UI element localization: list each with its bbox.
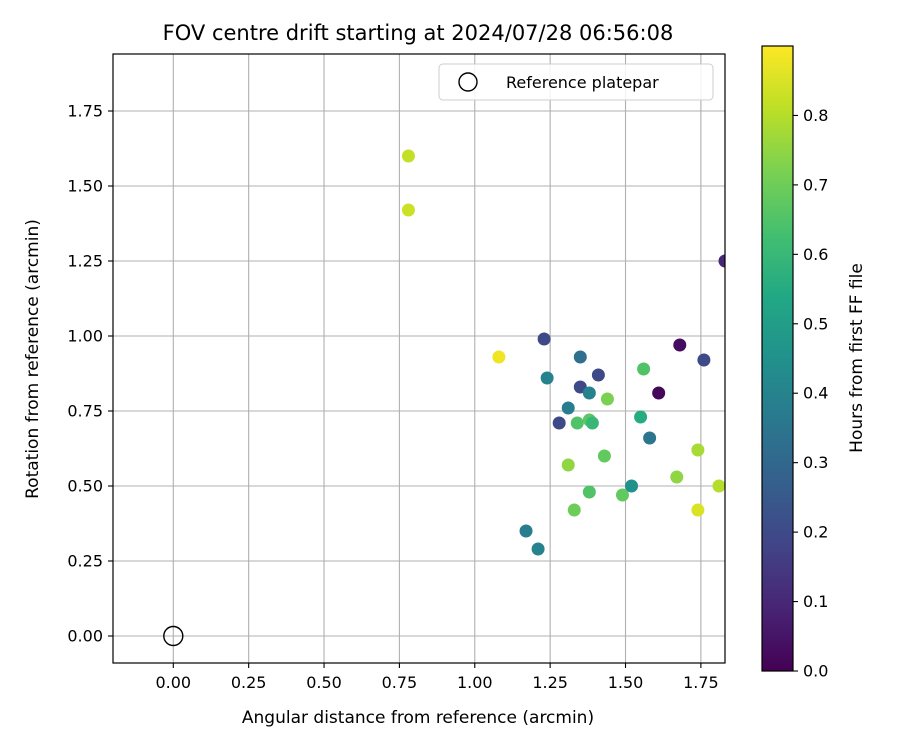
scatter-point <box>643 431 657 445</box>
scatter-point <box>573 350 587 364</box>
scatter-point <box>697 353 711 367</box>
x-axis-ticks: 0.00 0.25 0.50 0.75 1.00 1.25 1.50 1.75 <box>155 663 719 692</box>
colorbar-label: Hours from first FF file <box>847 263 867 453</box>
y-tick-label: 0.50 <box>67 477 103 496</box>
scatter-point <box>712 479 725 493</box>
colorbar-tick-label: 0.1 <box>803 592 828 611</box>
scatter-point <box>582 485 596 499</box>
y-tick-label: 0.00 <box>67 627 103 646</box>
scatter-point <box>552 416 566 430</box>
x-tick-label: 1.50 <box>608 673 644 692</box>
scatter-point <box>561 458 575 472</box>
scatter-point <box>540 371 554 385</box>
legend-marker-open-circle <box>458 72 478 92</box>
y-tick-label: 0.25 <box>67 552 103 571</box>
x-tick-label: 1.75 <box>683 673 719 692</box>
colorbar-tick-label: 0.7 <box>803 175 828 194</box>
scatter-point <box>492 350 506 364</box>
colorbar-tick-label: 0.2 <box>803 523 828 542</box>
scatter-point <box>567 503 581 517</box>
colorbar-tick-label: 0.4 <box>803 384 828 403</box>
colorbar-tick-label: 0.5 <box>803 314 828 333</box>
scatter-point <box>570 416 584 430</box>
scatter-point <box>652 386 666 400</box>
colorbar-gradient <box>762 46 793 671</box>
scatter-point <box>401 203 415 217</box>
x-tick-label: 0.25 <box>231 673 267 692</box>
reference-platepar-marker <box>163 625 184 647</box>
x-tick-label: 1.25 <box>532 673 568 692</box>
y-tick-label: 1.25 <box>67 252 103 271</box>
plot-frame <box>112 53 726 664</box>
colorbar-tick-label: 0.6 <box>803 245 828 264</box>
scatter-point <box>582 386 596 400</box>
scatter-point <box>401 149 415 163</box>
scatter-point <box>691 443 705 457</box>
y-tick-label: 1.00 <box>67 327 103 346</box>
scatter-point <box>585 416 599 430</box>
scatter-point <box>531 542 545 556</box>
legend: Reference platepar <box>438 63 714 101</box>
scatter-point <box>615 488 629 502</box>
x-tick-label: 0.50 <box>306 673 342 692</box>
x-tick-label: 0.00 <box>155 673 191 692</box>
y-axis-ticks: 0.00 0.25 0.50 0.75 1.00 1.25 1.50 1.75 <box>67 102 113 646</box>
scatter-point <box>591 368 605 382</box>
y-tick-label: 0.75 <box>67 402 103 421</box>
colorbar: 0.0 0.1 0.2 0.3 0.4 0.5 0.6 0.7 0.8 <box>761 45 828 681</box>
colorbar-tick-label: 0.0 <box>803 662 828 681</box>
scatter-point <box>637 362 651 376</box>
scatter-point <box>519 524 533 538</box>
x-axis-label: Angular distance from reference (arcmin) <box>242 708 594 728</box>
x-tick-label: 0.75 <box>382 673 418 692</box>
scatter-point <box>561 401 575 415</box>
scatter-points <box>401 149 725 556</box>
chart-title: FOV centre drift starting at 2024/07/28 … <box>163 21 674 45</box>
colorbar-tick-label: 0.3 <box>803 453 828 472</box>
colorbar-ticks: 0.0 0.1 0.2 0.3 0.4 0.5 0.6 0.7 0.8 <box>793 106 828 681</box>
grid <box>113 54 725 663</box>
scatter-point <box>670 470 684 484</box>
y-tick-label: 1.75 <box>67 102 103 121</box>
colorbar-frame <box>761 45 794 672</box>
reference-marker-layer <box>163 625 184 647</box>
y-tick-label: 1.50 <box>67 177 103 196</box>
x-tick-label: 1.00 <box>457 673 493 692</box>
legend-label: Reference platepar <box>506 73 659 92</box>
y-axis-label: Rotation from reference (arcmin) <box>23 219 43 499</box>
legend-box <box>438 63 714 101</box>
scatter-point <box>625 479 639 493</box>
colorbar-tick-label: 0.8 <box>803 106 828 125</box>
scatter-point <box>691 503 705 517</box>
scatter-point <box>597 449 611 463</box>
scatter-point <box>634 410 648 424</box>
scatter-point <box>673 338 687 352</box>
scatter-point <box>718 254 725 268</box>
scatter-point <box>537 332 551 346</box>
scatter-point <box>600 392 614 406</box>
